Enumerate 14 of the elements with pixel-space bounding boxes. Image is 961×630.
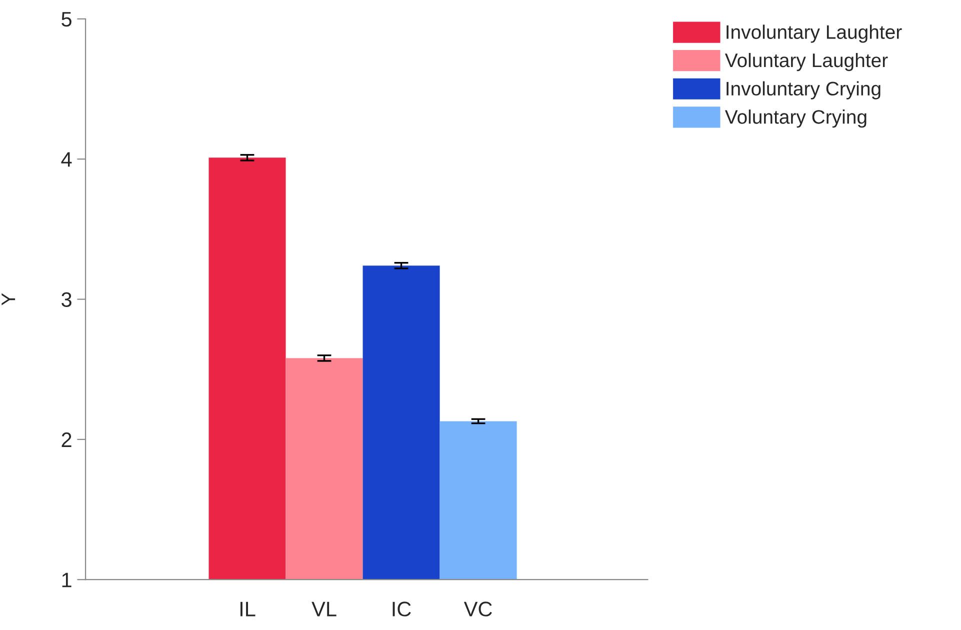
y-tick-label: 1 xyxy=(62,572,72,588)
x-tick-label: VL xyxy=(312,602,336,616)
legend-label: Voluntary Crying xyxy=(724,110,866,128)
x-tick-label: VC xyxy=(464,602,492,616)
x-tick-label: IL xyxy=(240,602,256,616)
y-tick-label: 3 xyxy=(62,292,72,308)
y-axis-title: Y xyxy=(2,293,16,306)
y-tick-label: 2 xyxy=(62,432,72,447)
legend-label: Involuntary Laughter xyxy=(726,24,902,43)
x-tick-label: IC xyxy=(392,602,411,616)
legend-label: Involuntary Crying xyxy=(726,81,880,100)
legend-label: Voluntary Laughter xyxy=(724,52,888,72)
y-tick-label: 5 xyxy=(62,12,72,27)
y-tick-label: 4 xyxy=(61,152,72,167)
